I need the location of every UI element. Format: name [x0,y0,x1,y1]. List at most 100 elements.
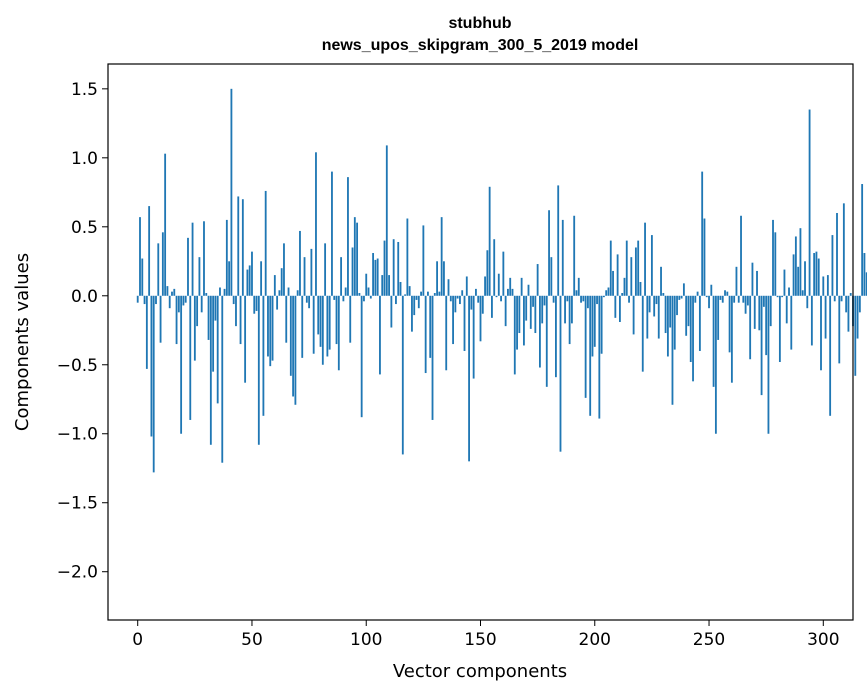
bar [527,284,530,296]
bar [614,295,617,318]
bar [660,266,662,296]
x-tick-label: 0 [132,630,143,650]
bar [472,295,475,379]
bar [500,295,502,302]
bar [847,295,850,332]
x-tick-label: 200 [579,630,611,650]
bar [465,276,468,296]
bar [383,240,386,296]
y-axis-ticks: −2.0 −1.5 −1.0 −0.5 0.0 0.5 1.0 1.5 [57,80,108,583]
bar [842,203,845,296]
bar [317,295,320,335]
bar [655,295,658,305]
y-tick-label: 0.0 [71,287,98,307]
bar [200,295,203,313]
bar [650,235,653,296]
bar [267,295,269,357]
bar [756,270,758,296]
bar [374,259,377,296]
bar [509,277,512,296]
bar [470,295,473,310]
bar [360,295,363,418]
bar [701,171,704,296]
bar [260,261,263,296]
bar [196,295,199,327]
bar [214,295,217,321]
bar [708,295,710,309]
bar [456,295,459,299]
bar [849,293,852,296]
bar [516,295,518,350]
bar [799,228,802,296]
bar [289,295,292,376]
bar [728,295,731,353]
y-tick-label: 1.5 [71,80,98,100]
bar [607,287,610,296]
bar [568,295,571,345]
bar [180,295,183,434]
bar [246,269,249,296]
bar [788,287,790,296]
bar [664,295,667,334]
bar [831,235,834,296]
bar [605,290,608,296]
bar [145,295,148,369]
bar [687,295,690,327]
bar [575,290,578,296]
bar [646,295,649,339]
bar [682,283,685,296]
bar [735,266,738,296]
bar [491,295,493,318]
bar [294,295,297,405]
bar [673,295,676,350]
bar [189,295,192,420]
bar [406,218,409,296]
bar [497,273,500,296]
bar [468,295,470,462]
bar [657,295,660,339]
bar [223,288,226,296]
bar [363,295,365,302]
bar [532,295,534,307]
bar [187,237,189,296]
chart-title: stubhub [448,15,511,32]
bar [801,290,804,296]
bar [845,295,848,313]
bar [543,295,546,306]
bar [772,219,774,296]
bar [669,295,672,328]
bar [552,295,555,303]
bar [536,264,539,296]
bar [513,295,516,375]
bar [724,290,726,296]
bar [564,295,566,324]
bar [219,287,221,296]
bar [315,152,317,296]
bar [477,295,480,303]
bar [733,295,736,303]
bar [865,272,867,296]
bar [753,295,756,329]
bar [824,295,827,339]
bar [479,295,482,342]
bar [424,295,427,374]
bar [150,295,153,437]
bar [525,295,528,321]
bar [351,247,354,296]
bar [273,275,276,296]
bar [191,222,194,296]
bar [815,251,818,296]
bar [415,295,418,300]
x-axis-label: Vector components [393,661,567,682]
bar [168,295,171,309]
bar [335,295,338,345]
bar [141,258,144,296]
bar [790,295,793,350]
bar [475,288,477,296]
bar [545,295,548,387]
bar [559,295,562,452]
bar [774,232,777,296]
bar [449,295,452,302]
bar [589,295,592,416]
bar [705,295,708,298]
